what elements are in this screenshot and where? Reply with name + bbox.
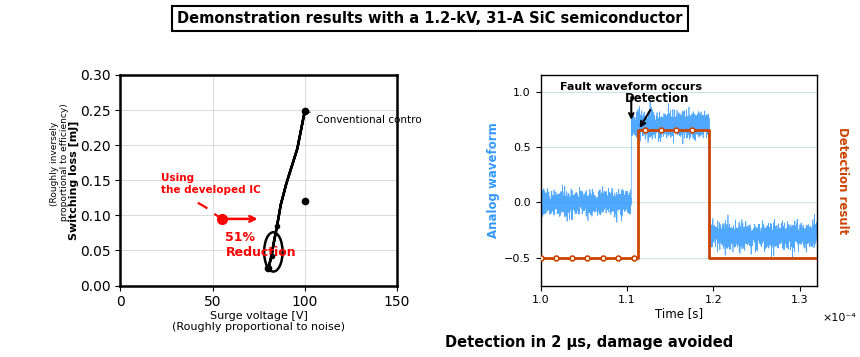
X-axis label: Surge voltage [V]
(Roughly proportional to noise): Surge voltage [V] (Roughly proportional … xyxy=(172,311,345,332)
Text: Conventional contro: Conventional contro xyxy=(307,112,421,125)
Text: Fault waveform occurs: Fault waveform occurs xyxy=(560,82,703,117)
X-axis label: Time [s]: Time [s] xyxy=(654,307,703,320)
Y-axis label: Detection result: Detection result xyxy=(837,127,850,234)
Text: Detection: Detection xyxy=(625,92,690,126)
Text: Using
the developed IC: Using the developed IC xyxy=(161,173,261,195)
Text: 51%
Reduction: 51% Reduction xyxy=(225,231,296,259)
Text: Detection in 2 μs, damage avoided: Detection in 2 μs, damage avoided xyxy=(445,335,734,350)
Y-axis label: Analog waveform: Analog waveform xyxy=(487,122,500,238)
Text: (Roughly inversely
 proportional to efficiency): (Roughly inversely proportional to effic… xyxy=(50,103,70,224)
Text: Demonstration results with a 1.2-kV, 31-A SiC semiconductor: Demonstration results with a 1.2-kV, 31-… xyxy=(177,11,683,26)
Y-axis label: Switching loss [mJ]: Switching loss [mJ] xyxy=(68,121,78,240)
Text: ×10⁻⁴: ×10⁻⁴ xyxy=(822,313,857,323)
